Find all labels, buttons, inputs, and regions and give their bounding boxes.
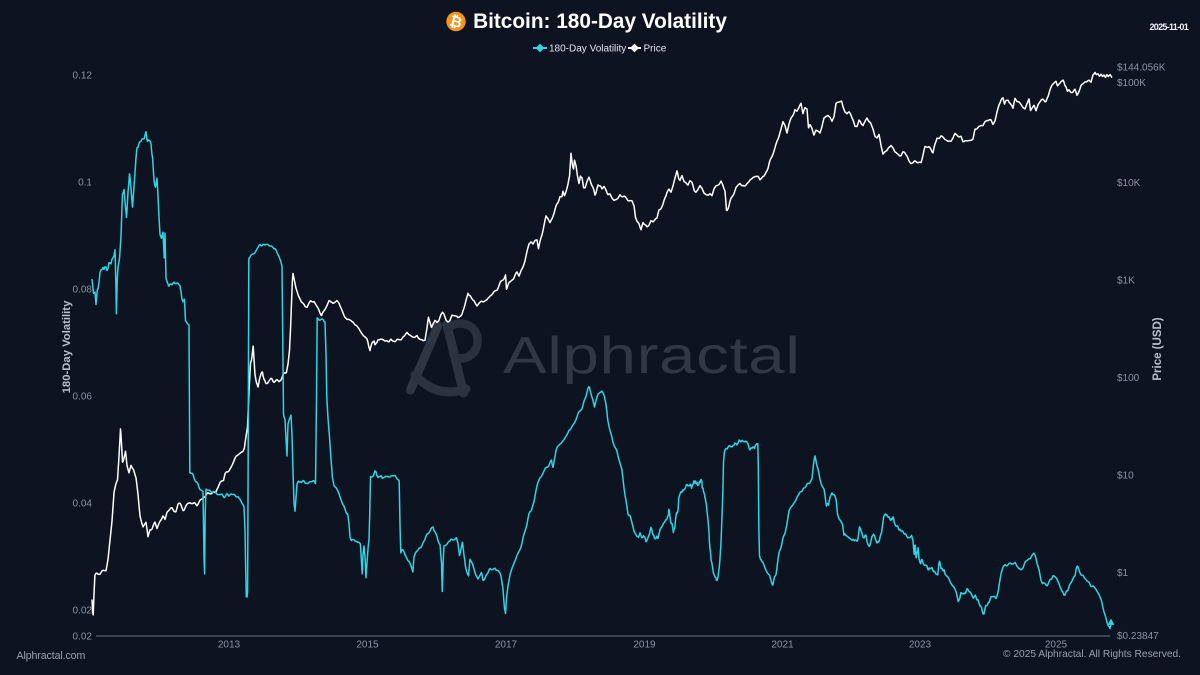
svg-text:2021: 2021 [771,640,794,651]
svg-text:2015: 2015 [356,640,379,651]
svg-text:0.02: 0.02 [73,606,93,617]
svg-text:$10: $10 [1117,471,1134,482]
svg-text:2023: 2023 [909,640,932,651]
svg-text:Price: Price [644,44,667,55]
svg-text:₿: ₿ [448,13,464,32]
svg-text:0.1: 0.1 [78,178,92,189]
svg-text:2025: 2025 [1045,640,1068,651]
svg-text:Bitcoin: 180-Day Volatility: Bitcoin: 180-Day Volatility [473,10,727,33]
svg-text:$100K: $100K [1117,78,1146,89]
svg-text:2013: 2013 [218,640,241,651]
svg-text:0.02: 0.02 [73,631,93,642]
svg-text:0.08: 0.08 [73,285,93,296]
svg-text:0.04: 0.04 [73,499,93,510]
svg-text:$10K: $10K [1117,178,1141,189]
svg-text:180-Day Volatility: 180-Day Volatility [549,44,626,55]
svg-text:$144.056K: $144.056K [1117,63,1166,74]
svg-text:Price (USD): Price (USD) [1152,317,1164,380]
svg-text:Alphractal.com: Alphractal.com [17,650,86,662]
svg-text:0.12: 0.12 [73,71,93,82]
svg-text:$100: $100 [1117,373,1140,384]
svg-text:2019: 2019 [633,640,656,651]
svg-text:$1: $1 [1117,568,1129,579]
svg-text:Alphractal: Alphractal [503,326,801,385]
svg-text:© 2025 Alphractal. All Rights: © 2025 Alphractal. All Rights Reserved. [1003,649,1181,660]
svg-text:$1K: $1K [1117,276,1135,287]
svg-text:2017: 2017 [495,640,518,651]
svg-text:2025-11-01: 2025-11-01 [1149,22,1188,32]
svg-text:180-Day Volatility: 180-Day Volatility [61,300,73,393]
svg-text:$0.23847: $0.23847 [1117,631,1159,642]
svg-text:0.06: 0.06 [73,392,93,403]
